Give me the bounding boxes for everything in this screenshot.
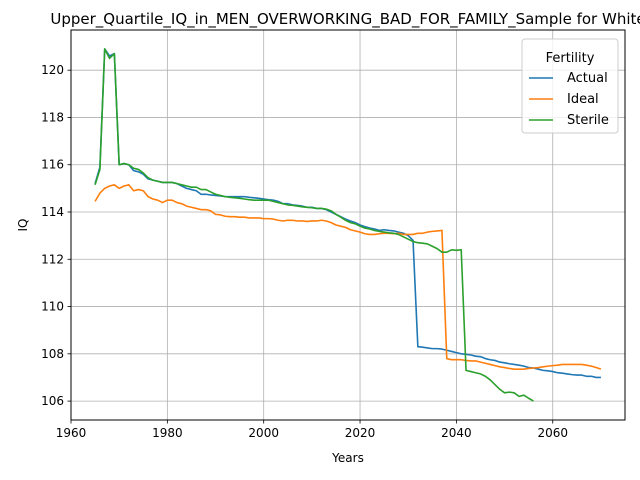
chart-title: Upper_Quartile_IQ_in_MEN_OVERWORKING_BAD… xyxy=(50,10,640,29)
y-tick-label: 112 xyxy=(41,252,64,266)
y-tick-label: 114 xyxy=(41,205,64,219)
x-axis-ticks: 1960 1980 2000 2020 2040 2060 xyxy=(56,420,568,440)
y-tick-label: 118 xyxy=(41,110,64,124)
legend: Fertility Actual Ideal Sterile xyxy=(521,38,619,134)
y-tick-label: 110 xyxy=(41,300,64,314)
y-tick-label: 106 xyxy=(41,394,64,408)
x-tick-label: 2000 xyxy=(248,426,279,440)
x-tick-label: 2040 xyxy=(441,426,472,440)
plot-frame xyxy=(70,29,626,421)
series-line-sterile xyxy=(94,48,534,402)
y-tick-label: 108 xyxy=(41,347,64,361)
x-tick-label: 1960 xyxy=(56,426,87,440)
grid xyxy=(70,30,625,420)
x-tick-label: 1980 xyxy=(152,426,183,440)
y-tick-label: 120 xyxy=(41,63,64,77)
x-tick-label: 2020 xyxy=(345,426,376,440)
x-tick-label: 2060 xyxy=(537,426,568,440)
x-axis-label: Years xyxy=(331,451,364,465)
legend-label-ideal: Ideal xyxy=(567,92,599,107)
legend-label-sterile: Sterile xyxy=(567,113,609,128)
y-tick-label: 116 xyxy=(41,158,64,172)
y-axis-ticks: 106 108 110 112 114 116 118 120 xyxy=(41,63,71,408)
legend-label-actual: Actual xyxy=(567,71,608,86)
legend-items: Actual Ideal Sterile xyxy=(529,71,609,128)
legend-title: Fertility xyxy=(546,51,595,66)
series-lines xyxy=(94,48,602,402)
y-axis-label: IQ xyxy=(16,219,30,232)
series-line-ideal xyxy=(94,184,602,370)
legend-box xyxy=(521,38,619,134)
